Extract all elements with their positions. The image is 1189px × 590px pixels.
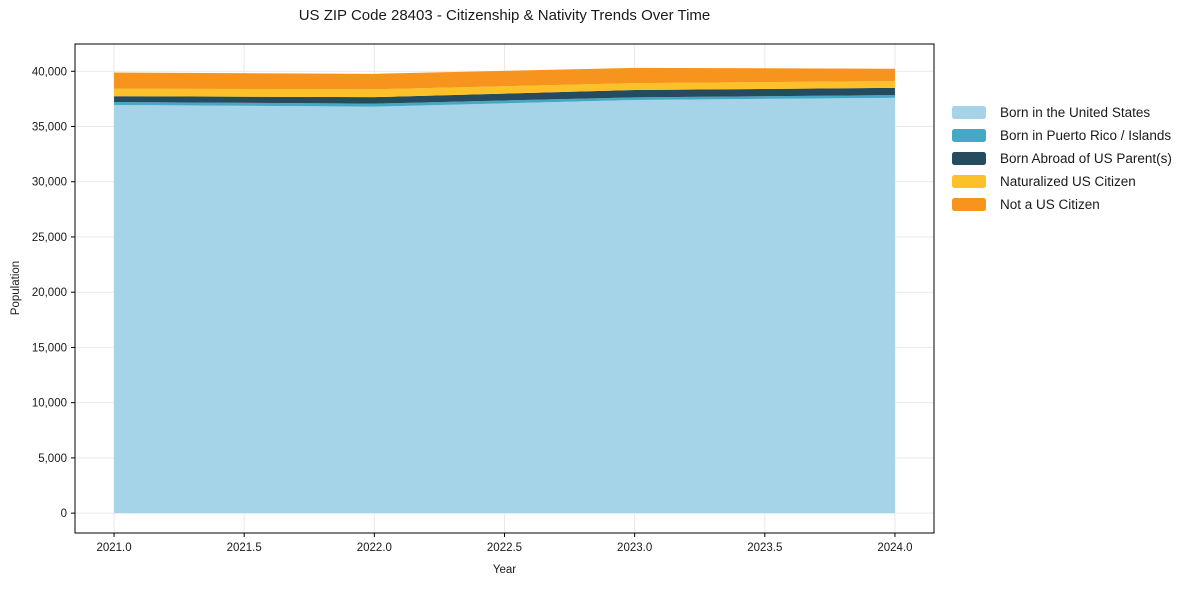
legend: Born in the United States Born in Puerto … (952, 101, 1172, 216)
area-series-0 (114, 97, 895, 514)
area-series-3 (114, 81, 895, 98)
legend-swatch (952, 152, 986, 165)
legend-label: Born in the United States (1000, 105, 1151, 120)
y-tick-label: 20,000 (32, 287, 67, 299)
y-axis-label: Population (10, 260, 22, 316)
y-tick-label: 35,000 (32, 122, 67, 134)
chart-title: US ZIP Code 28403 - Citizenship & Nativi… (298, 7, 711, 24)
area-series-1 (114, 95, 895, 107)
x-tick-label: 2023.5 (747, 542, 782, 554)
x-tick-label: 2021.5 (227, 542, 262, 554)
x-tick-label: 2021.0 (96, 542, 131, 554)
y-tick-label: 25,000 (32, 232, 67, 244)
y-tick-label: 40,000 (32, 66, 67, 78)
legend-item: Born in the United States (952, 101, 1172, 124)
area-series-4 (114, 67, 895, 90)
legend-item: Not a US Citizen (952, 193, 1172, 216)
y-tick-label: 0 (61, 508, 67, 520)
x-axis-label: Year (492, 564, 517, 576)
legend-label: Born in Puerto Rico / Islands (1000, 128, 1172, 143)
legend-label: Not a US Citizen (1000, 197, 1100, 212)
legend-item: Naturalized US Citizen (952, 170, 1172, 193)
legend-swatch (952, 175, 986, 188)
x-tick-label: 2022.5 (487, 542, 522, 554)
legend-label: Born Abroad of US Parent(s) (1000, 151, 1172, 166)
y-tick-label: 10,000 (32, 398, 67, 410)
y-tick-label: 15,000 (32, 342, 67, 354)
area-series-2 (114, 87, 895, 104)
x-tick-label: 2023.0 (617, 542, 652, 554)
legend-item: Born in Puerto Rico / Islands (952, 124, 1172, 147)
y-tick-label: 5,000 (38, 453, 67, 465)
x-tick-label: 2024.0 (877, 542, 912, 554)
legend-swatch (952, 198, 986, 211)
legend-item: Born Abroad of US Parent(s) (952, 147, 1172, 170)
legend-label: Naturalized US Citizen (1000, 174, 1136, 189)
x-tick-label: 2022.0 (357, 542, 392, 554)
y-tick-label: 30,000 (32, 177, 67, 189)
legend-swatch (952, 106, 986, 119)
legend-swatch (952, 129, 986, 142)
